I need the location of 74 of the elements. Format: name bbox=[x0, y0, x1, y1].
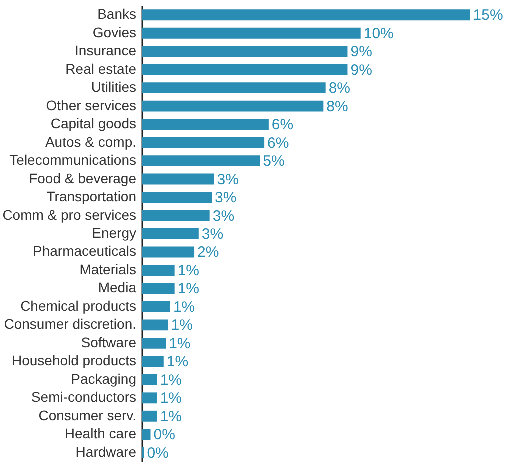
data-label: 15% bbox=[473, 7, 504, 24]
bar bbox=[142, 192, 212, 203]
data-label: 3% bbox=[202, 226, 224, 243]
bar bbox=[142, 301, 170, 312]
bar bbox=[142, 210, 210, 222]
y-tick-label: Other services bbox=[46, 97, 136, 114]
data-label: 9% bbox=[350, 62, 372, 79]
y-tick-label: Insurance bbox=[75, 42, 137, 59]
bar bbox=[142, 265, 175, 276]
data-label: 1% bbox=[169, 335, 191, 352]
y-tick-label: Consumer discretion. bbox=[4, 316, 136, 332]
data-label: 1% bbox=[160, 372, 182, 389]
bar bbox=[142, 429, 151, 440]
data-label: 1% bbox=[160, 408, 182, 426]
data-label: 8% bbox=[326, 98, 348, 116]
y-tick-label: Banks bbox=[98, 6, 136, 22]
data-label: 1% bbox=[166, 354, 189, 371]
data-label: 1% bbox=[160, 390, 182, 408]
y-tick-label: Capital goods bbox=[50, 116, 136, 132]
data-label: 6% bbox=[272, 116, 294, 134]
bar bbox=[142, 119, 269, 130]
y-tick-label: Govies bbox=[92, 24, 136, 40]
y-tick-label: Telecommunications bbox=[10, 152, 136, 168]
y-tick-label: Materials bbox=[80, 261, 136, 278]
y-tick-label: Transportation bbox=[46, 188, 136, 205]
data-label: 3% bbox=[215, 190, 237, 207]
data-label: 2% bbox=[198, 244, 220, 262]
data-label: 0% bbox=[147, 444, 169, 462]
data-label: 6% bbox=[268, 134, 290, 152]
data-label: 3% bbox=[217, 171, 239, 188]
data-label: 10% bbox=[364, 25, 394, 42]
bar bbox=[142, 338, 166, 349]
bar bbox=[142, 392, 158, 404]
data-label: 1% bbox=[178, 262, 200, 280]
bar bbox=[142, 82, 326, 94]
y-tick-label: Food & beverage bbox=[29, 170, 137, 186]
y-tick-label: Comm & pro services bbox=[2, 206, 136, 223]
bar bbox=[142, 374, 158, 386]
bar bbox=[142, 283, 175, 294]
y-tick-label: Real estate bbox=[66, 60, 137, 77]
bar bbox=[142, 28, 361, 39]
bar bbox=[142, 137, 265, 148]
y-tick-label: Consumer serv. bbox=[38, 407, 136, 424]
data-label: 3% bbox=[212, 208, 235, 225]
bar bbox=[142, 320, 168, 331]
data-label: 1% bbox=[171, 317, 193, 334]
bar bbox=[142, 156, 260, 167]
data-label: 9% bbox=[350, 44, 372, 61]
bar bbox=[142, 10, 470, 21]
y-tick-label: Packaging bbox=[71, 370, 136, 387]
y-tick-label: Pharmaceuticals bbox=[33, 243, 136, 260]
y-tick-label: Chemical products bbox=[20, 298, 136, 314]
y-tick-label: Software bbox=[81, 334, 137, 350]
y-tick-label: Energy bbox=[92, 225, 136, 241]
y-tick-label: Hardware bbox=[76, 444, 137, 460]
bar bbox=[142, 228, 199, 240]
y-tick-label: Household products bbox=[12, 352, 136, 369]
data-label: 0% bbox=[154, 426, 176, 444]
bar bbox=[142, 174, 214, 185]
bar bbox=[142, 100, 324, 112]
y-tick-label: Health care bbox=[64, 426, 137, 442]
bar bbox=[142, 356, 164, 368]
y-tick-label: Semi-conductors bbox=[31, 389, 136, 406]
bar bbox=[142, 46, 348, 58]
bar bbox=[142, 410, 158, 422]
bar bbox=[142, 64, 348, 76]
y-tick-label: Utilities bbox=[91, 79, 136, 96]
y-tick-label: Autos & comp. bbox=[45, 134, 136, 150]
data-label: 1% bbox=[178, 280, 200, 298]
data-label: 5% bbox=[263, 153, 285, 170]
data-label: 1% bbox=[173, 298, 196, 316]
data-label: 8% bbox=[328, 80, 351, 98]
y-tick-label: Media bbox=[98, 280, 137, 296]
bar bbox=[142, 246, 195, 258]
